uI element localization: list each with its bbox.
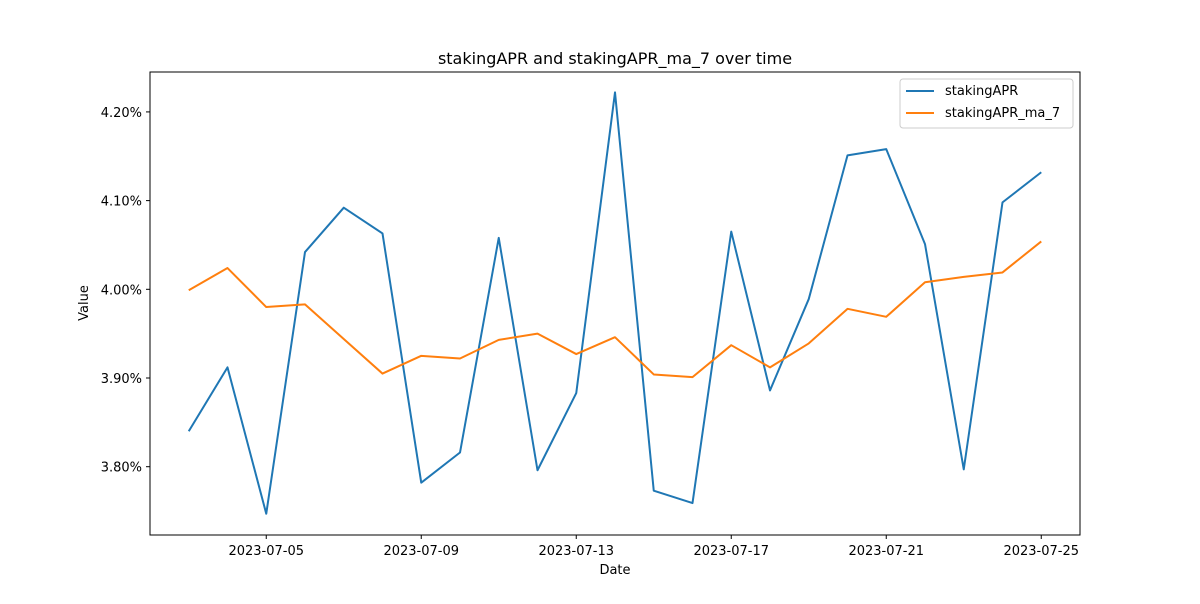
series-layer: [189, 92, 1042, 513]
series-line: [189, 92, 1042, 513]
y-tick-label: 4.20%: [101, 106, 142, 121]
y-tick-label: 4.10%: [101, 195, 142, 210]
x-tick-label: 2023-07-13: [538, 544, 614, 559]
x-tick-label: 2023-07-21: [848, 544, 924, 559]
plot-area-frame: [150, 72, 1080, 535]
legend-entry-stakingapr: stakingAPR: [945, 84, 1018, 99]
x-tick-label: 2023-07-25: [1003, 544, 1079, 559]
y-tick-label: 3.80%: [101, 461, 142, 476]
x-tick-label: 2023-07-05: [228, 544, 304, 559]
series-line: [189, 241, 1042, 377]
y-tick-label: 4.00%: [101, 283, 142, 298]
chart-title: stakingAPR and stakingAPR_ma_7 over time: [438, 49, 792, 69]
legend: stakingAPR stakingAPR_ma_7: [900, 79, 1073, 128]
series-stakingapr: [189, 92, 1042, 513]
legend-entry-stakingapr-ma-7: stakingAPR_ma_7: [945, 106, 1060, 121]
x-axis-label: Date: [599, 563, 630, 578]
ticks-layer: 2023-07-05 2023-07-09 2023-07-13 2023-07-17…: [101, 106, 1079, 559]
y-axis-label: Value: [77, 285, 92, 321]
series-stakingapr-ma-7: [189, 241, 1042, 377]
x-tick-label: 2023-07-09: [383, 544, 459, 559]
y-tick-label: 3.90%: [101, 372, 142, 387]
x-tick-label: 2023-07-17: [693, 544, 769, 559]
